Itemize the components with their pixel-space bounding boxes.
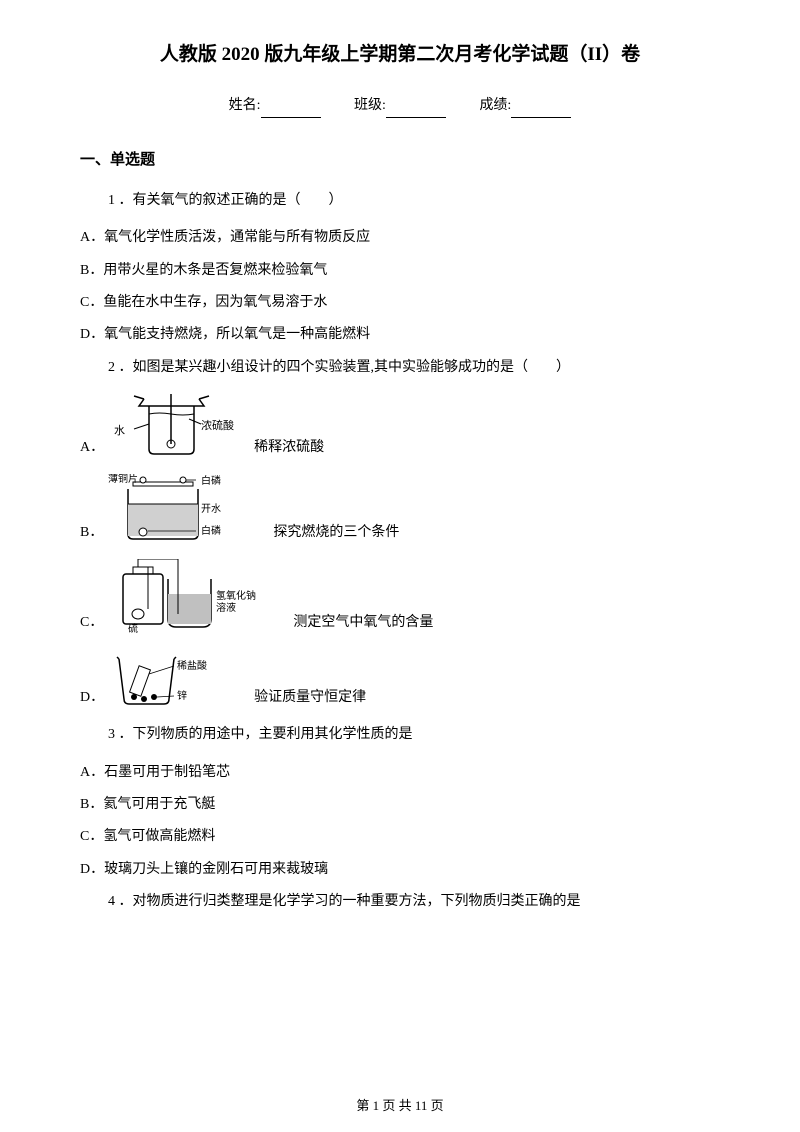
svg-text:白磷: 白磷 <box>201 474 221 487</box>
question-3: 3 ．下列物质的用途中，主要利用其化学性质的是 <box>80 724 720 746</box>
q1-option-a: A．氧气化学性质活泼，通常能与所有物质反应 <box>80 227 720 249</box>
svg-text:白磷: 白磷 <box>201 524 221 537</box>
q2-b-text: 探究燃烧的三个条件 <box>273 522 399 544</box>
q2-option-c: C． 硫 氢氧化钠 溶液 测定空气中氧气的含量 <box>80 559 720 634</box>
class-label: 班级: <box>354 98 386 113</box>
svg-text:锌: 锌 <box>177 689 187 702</box>
q2-a-diagram: 水 浓硫酸 <box>109 394 239 459</box>
svg-text:薄铜片: 薄铜片 <box>108 474 138 485</box>
q2-d-label: D． <box>80 687 104 709</box>
q2-d-diagram: 稀盐酸 锌 <box>109 649 239 709</box>
name-label: 姓名: <box>229 98 261 113</box>
q2-c-label: C． <box>80 612 103 634</box>
question-4: 4 ．对物质进行归类整理是化学学习的一种重要方法，下列物质归类正确的是 <box>80 891 720 913</box>
svg-text:浓硫酸: 浓硫酸 <box>201 418 234 432</box>
q2-b-diagram: 薄铜片 白磷 开水 白磷 <box>108 474 258 544</box>
question-1: 1 ．有关氧气的叙述正确的是（ ） <box>80 190 720 212</box>
q1-option-b: B．用带火星的木条是否复燃来检验氧气 <box>80 260 720 282</box>
q2-option-b: B． 薄铜片 白磷 开水 白磷 探究燃烧的三个条件 <box>80 474 720 544</box>
student-info-line: 姓名: 班级: 成绩: <box>80 95 720 117</box>
svg-text:氢氧化钠: 氢氧化钠 <box>216 589 256 602</box>
q3-option-a: A．石墨可用于制铅笔芯 <box>80 762 720 784</box>
svg-text:稀盐酸: 稀盐酸 <box>177 659 207 672</box>
class-blank <box>386 104 446 118</box>
q2-option-d: D． 稀盐酸 锌 验证质量守恒定律 <box>80 649 720 709</box>
q2-b-label: B． <box>80 522 103 544</box>
q3-option-c: C．氢气可做高能燃料 <box>80 826 720 848</box>
score-label: 成绩: <box>479 98 511 113</box>
q3-option-b: B．氦气可用于充飞艇 <box>80 794 720 816</box>
svg-text:溶液: 溶液 <box>216 601 236 614</box>
question-2: 2 ．如图是某兴趣小组设计的四个实验装置,其中实验能够成功的是（ ） <box>80 357 720 379</box>
q2-c-diagram: 硫 氢氧化钠 溶液 <box>108 559 278 634</box>
page-footer: 第 1 页 共 11 页 <box>0 1096 800 1117</box>
q2-c-text: 测定空气中氧气的含量 <box>293 612 433 634</box>
q1-option-d: D．氧气能支持燃烧，所以氧气是一种高能燃料 <box>80 324 720 346</box>
q2-option-a: A． 水 浓硫酸 稀释浓硫酸 <box>80 394 720 459</box>
section-1-title: 一、单选题 <box>80 148 720 172</box>
svg-text:开水: 开水 <box>201 503 221 515</box>
svg-text:硫: 硫 <box>128 622 138 634</box>
q2-d-text: 验证质量守恒定律 <box>254 687 366 709</box>
q3-option-d: D．玻璃刀头上镶的金刚石可用来裁玻璃 <box>80 859 720 881</box>
q1-option-c: C．鱼能在水中生存，因为氧气易溶于水 <box>80 292 720 314</box>
q2-a-label: A． <box>80 437 104 459</box>
q2-a-text: 稀释浓硫酸 <box>254 437 324 459</box>
exam-title: 人教版 2020 版九年级上学期第二次月考化学试题（II）卷 <box>80 40 720 70</box>
score-blank <box>511 104 571 118</box>
name-blank <box>261 104 321 118</box>
svg-text:水: 水 <box>114 424 125 437</box>
